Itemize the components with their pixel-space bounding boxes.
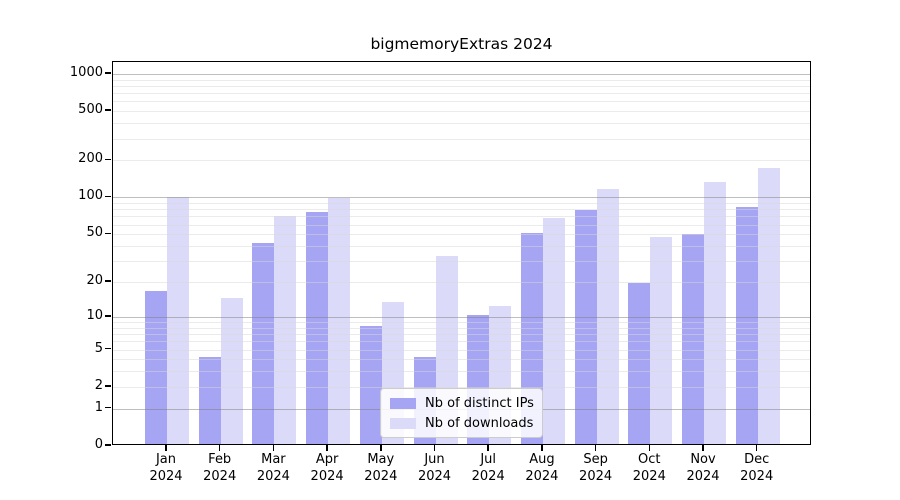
minor-gridline — [113, 234, 810, 236]
y-tick-label: 50 — [86, 225, 103, 241]
legend: Nb of distinct IPs Nb of downloads — [380, 388, 543, 438]
y-tick-mark — [105, 315, 111, 317]
minor-gridline — [113, 123, 810, 125]
y-tick-label: 1000 — [69, 64, 103, 80]
y-tick-mark — [105, 72, 111, 74]
bar-nb-of-distinct-ips-feb — [198, 357, 221, 444]
bar-nb-of-downloads-aug — [542, 217, 565, 444]
major-gridline — [113, 316, 810, 318]
y-tick-label: 20 — [86, 273, 103, 289]
minor-gridline — [113, 349, 810, 351]
y-tick-label: 10 — [86, 307, 103, 323]
minor-gridline — [113, 261, 810, 263]
bar-nb-of-distinct-ips-sep — [574, 210, 597, 444]
y-tick-mark — [105, 280, 111, 282]
major-gridline — [113, 197, 810, 199]
minor-gridline — [113, 203, 810, 205]
x-tick-mark — [326, 445, 328, 451]
minor-gridline — [113, 138, 810, 140]
x-tick-mark — [218, 445, 221, 451]
bar-nb-of-distinct-ips-dec — [735, 207, 758, 444]
minor-gridline — [113, 101, 810, 103]
y-tick-label: 500 — [78, 102, 103, 118]
x-tick-label-jun: Jun 2024 — [417, 452, 452, 484]
legend-label-distinct-ips: Nb of distinct IPs — [425, 395, 534, 411]
x-tick-label-sep: Sep 2024 — [579, 452, 613, 484]
x-tick-label-aug: Aug 2024 — [525, 452, 559, 484]
minor-gridline — [113, 93, 810, 95]
minor-gridline — [113, 386, 810, 388]
minor-gridline — [113, 371, 810, 373]
legend-swatch-downloads — [390, 417, 416, 429]
x-tick-mark — [541, 445, 543, 451]
minor-gridline — [113, 224, 810, 226]
x-tick-mark — [272, 445, 275, 451]
bar-nb-of-distinct-ips-nov — [682, 234, 704, 444]
x-tick-mark — [702, 445, 704, 451]
y-tick-label: 2 — [94, 377, 103, 393]
minor-gridline — [113, 282, 810, 284]
x-tick-label-feb: Feb 2024 — [203, 452, 237, 484]
minor-gridline — [113, 209, 810, 211]
minor-gridline — [113, 322, 810, 323]
major-gridline — [113, 73, 810, 75]
y-tick-mark — [105, 347, 111, 350]
y-tick-mark — [105, 385, 111, 387]
legend-swatch-distinct-ips — [390, 397, 416, 409]
minor-gridline — [113, 359, 810, 361]
minor-gridline — [113, 79, 810, 81]
bar-nb-of-downloads-dec — [757, 167, 780, 444]
legend-entry-downloads: Nb of downloads — [390, 416, 542, 431]
bar-nb-of-downloads-jan — [167, 196, 189, 444]
chart-title: bigmemoryExtras 2024 — [370, 35, 553, 53]
plot-area — [112, 61, 811, 445]
x-tick-label-may: May 2024 — [364, 452, 398, 484]
y-tick-label: 0 — [94, 437, 103, 452]
bar-nb-of-downloads-nov — [704, 182, 726, 444]
x-tick-mark — [648, 445, 651, 451]
y-tick-mark — [105, 158, 111, 161]
minor-gridline — [113, 334, 810, 336]
x-tick-mark — [487, 445, 489, 451]
x-tick-mark — [755, 445, 758, 451]
y-tick-label: 100 — [78, 188, 103, 204]
x-tick-label-jul: Jul 2024 — [471, 452, 505, 484]
minor-gridline — [113, 327, 810, 329]
x-tick-label-jan: Jan 2024 — [149, 452, 183, 484]
x-tick-label-dec: Dec 2024 — [740, 452, 774, 484]
bar-nb-of-downloads-apr — [328, 198, 351, 444]
x-tick-mark — [594, 445, 597, 451]
y-tick-mark — [105, 109, 111, 111]
minor-gridline — [113, 160, 810, 162]
bar-nb-of-distinct-ips-mar — [252, 242, 275, 444]
y-tick-mark — [105, 406, 111, 409]
x-tick-mark — [433, 445, 436, 451]
y-tick-mark — [105, 232, 111, 234]
y-tick-label: 200 — [78, 151, 103, 167]
minor-gridline — [113, 216, 810, 218]
x-tick-mark — [380, 445, 382, 451]
legend-entry-distinct-ips: Nb of distinct IPs — [390, 396, 542, 411]
x-tick-label-mar: Mar 2024 — [256, 452, 290, 484]
y-tick-label: 5 — [94, 340, 103, 356]
x-tick-label-nov: Nov 2024 — [686, 452, 720, 484]
x-tick-label-oct: Oct 2024 — [632, 452, 666, 484]
minor-gridline — [113, 111, 810, 113]
bar-nb-of-downloads-mar — [274, 215, 297, 444]
bar-nb-of-downloads-oct — [650, 236, 673, 444]
y-tick-label: 1 — [94, 399, 103, 415]
y-tick-mark — [105, 195, 111, 198]
minor-gridline — [113, 246, 810, 247]
legend-label-downloads: Nb of downloads — [425, 415, 534, 431]
minor-gridline — [113, 341, 810, 343]
bar-nb-of-distinct-ips-oct — [628, 282, 651, 444]
bar-nb-of-downloads-sep — [596, 189, 619, 444]
bar-nb-of-distinct-ips-may — [359, 325, 382, 444]
x-tick-mark — [165, 445, 167, 451]
bar-nb-of-distinct-ips-jan — [145, 291, 167, 444]
x-tick-label-apr: Apr 2024 — [310, 452, 344, 484]
minor-gridline — [113, 85, 810, 87]
y-tick-mark — [105, 444, 111, 446]
